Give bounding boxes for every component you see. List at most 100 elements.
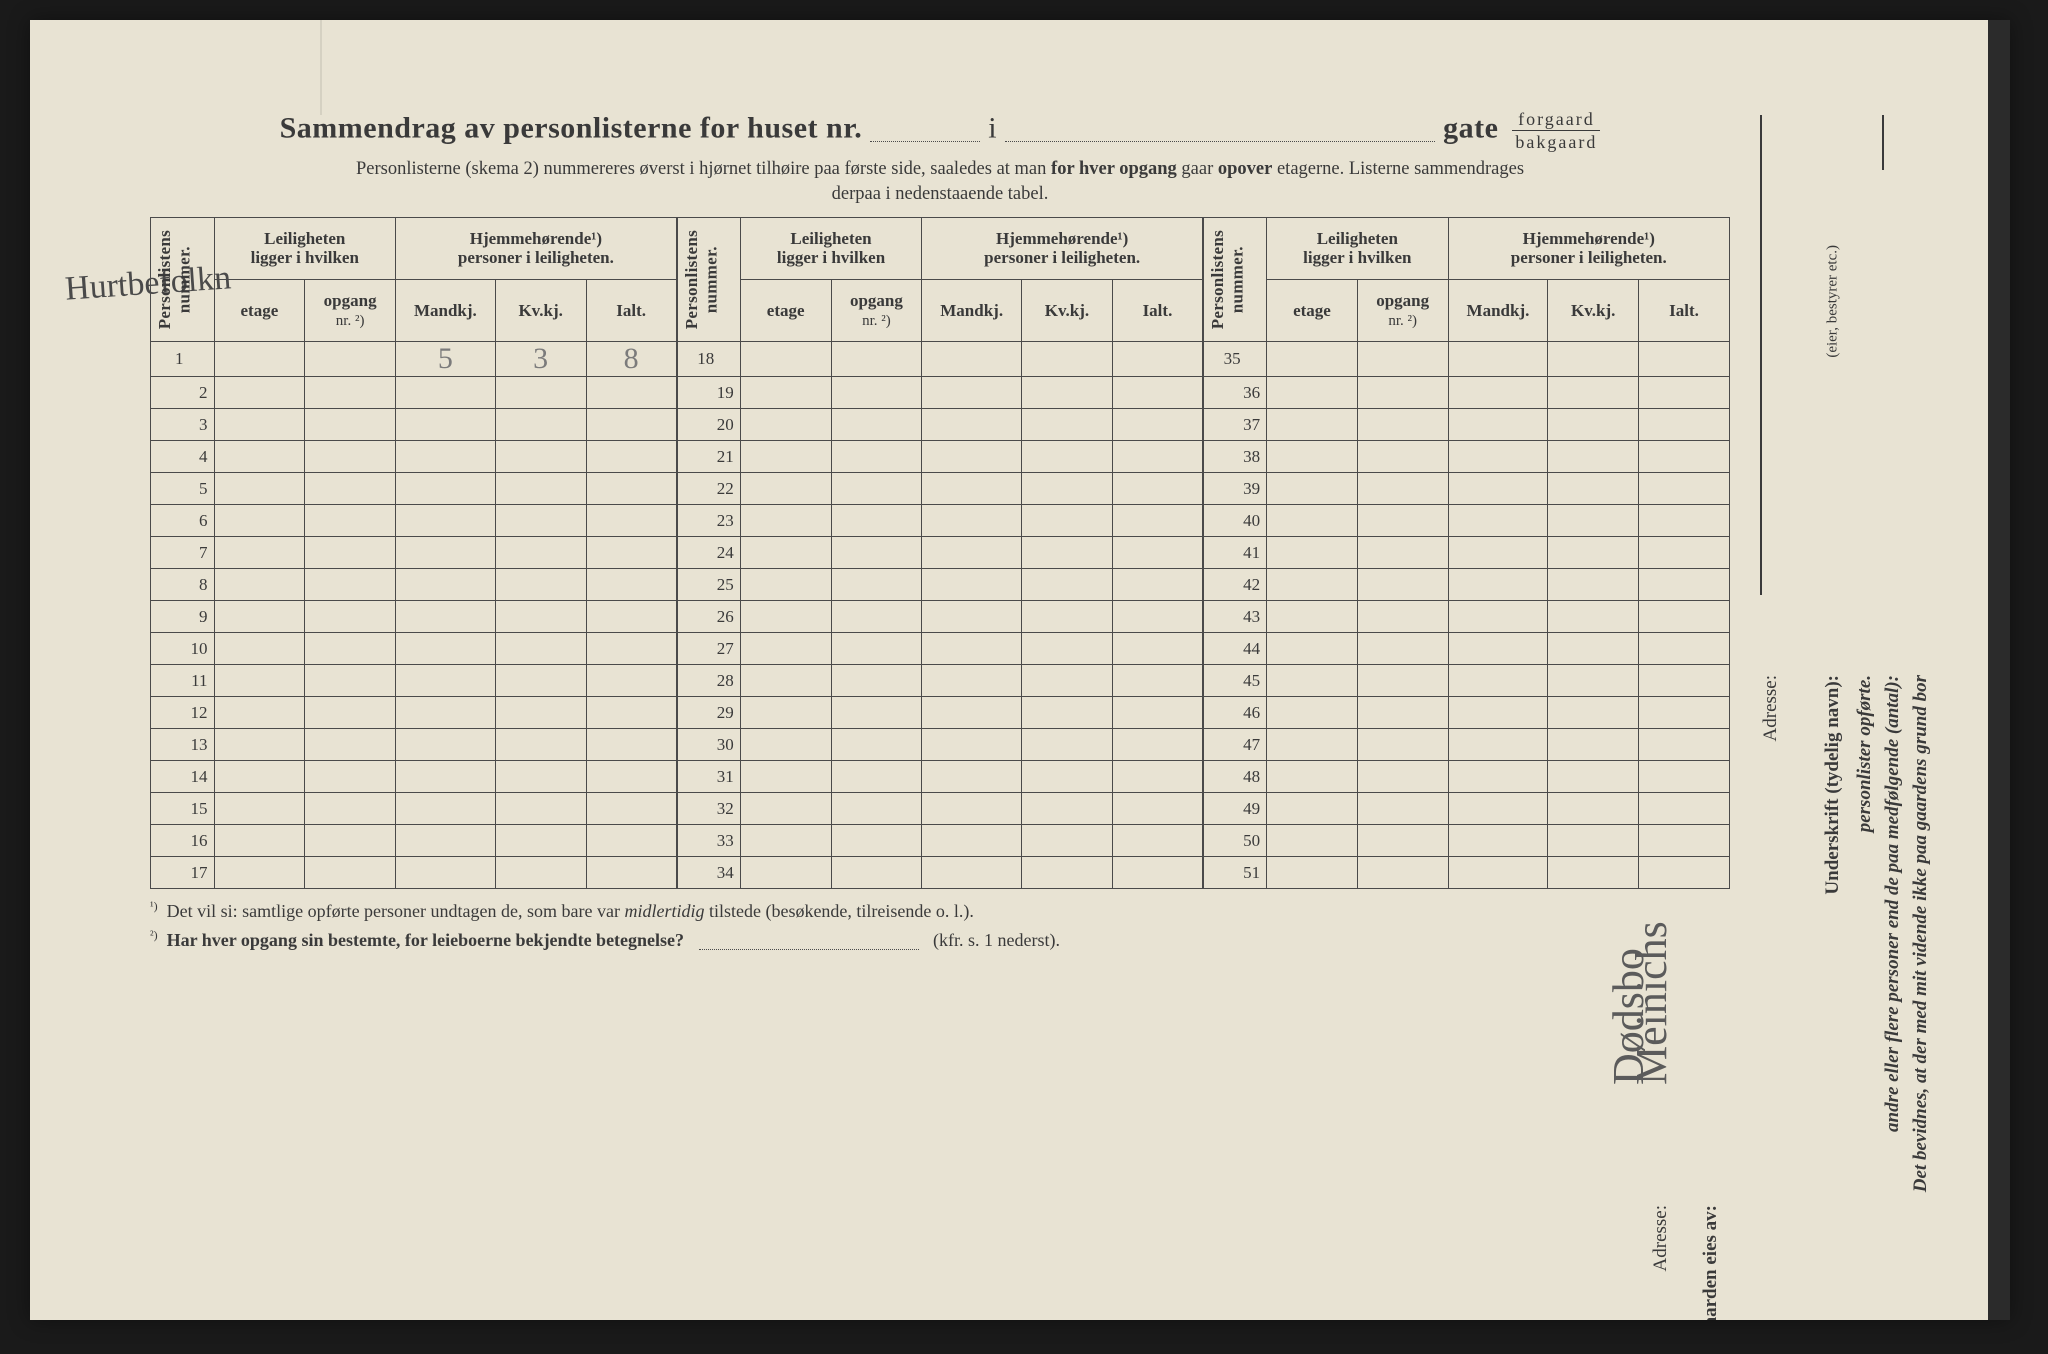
cell <box>586 857 677 889</box>
cell <box>1448 473 1548 505</box>
col-ialt: Ialt. <box>586 279 677 342</box>
gate-fraction: forgaard bakgaard <box>1512 110 1600 151</box>
cell <box>1112 537 1203 569</box>
subtitle-a: Personlisterne (skema 2) nummereres øver… <box>356 159 1051 179</box>
row-number: 27 <box>677 633 741 665</box>
cell <box>214 473 305 505</box>
cell <box>1548 377 1639 409</box>
cell <box>1357 441 1448 473</box>
cell <box>1448 825 1548 857</box>
cell <box>495 729 586 761</box>
subtitle-c: gaar <box>1181 159 1217 179</box>
cell <box>922 505 1022 537</box>
cell <box>740 825 831 857</box>
cell <box>740 473 831 505</box>
cell <box>922 825 1022 857</box>
cell <box>1112 409 1203 441</box>
title-gate: gate <box>1443 112 1498 145</box>
col-personlistens: Personlistensnummer. <box>682 224 721 335</box>
cell <box>922 793 1022 825</box>
cell <box>831 697 922 729</box>
cell <box>1267 793 1358 825</box>
cell <box>1022 342 1113 377</box>
subtitle-line2: derpaa i nedenstaaende tabel. <box>832 184 1049 204</box>
col-personlistens: Personlistensnummer. <box>1208 224 1247 335</box>
cell <box>586 601 677 633</box>
cell <box>1448 342 1548 377</box>
cell <box>1267 761 1358 793</box>
cell <box>586 473 677 505</box>
row-number: 33 <box>677 825 741 857</box>
cell <box>214 793 305 825</box>
table-row: 122946 <box>151 697 1730 729</box>
cell <box>831 537 922 569</box>
cell <box>922 409 1022 441</box>
table-row: 143148 <box>151 761 1730 793</box>
cell <box>1448 729 1548 761</box>
cell <box>1267 601 1358 633</box>
cell <box>1548 633 1639 665</box>
row-number: 22 <box>677 473 741 505</box>
row-number: 21 <box>677 441 741 473</box>
cell <box>586 793 677 825</box>
subtitle: Personlisterne (skema 2) nummereres øver… <box>150 157 1730 207</box>
row-number: 50 <box>1203 825 1267 857</box>
row-number: 7 <box>151 537 215 569</box>
row-number: 5 <box>151 473 215 505</box>
cell <box>831 569 922 601</box>
table-row: 133047 <box>151 729 1730 761</box>
cell <box>214 537 305 569</box>
row-number: 46 <box>1203 697 1267 729</box>
cell <box>1548 569 1639 601</box>
col-kvkj: Kv.kj. <box>1548 279 1639 342</box>
cell <box>1267 342 1358 377</box>
row-number: 15 <box>151 793 215 825</box>
cell <box>214 377 305 409</box>
col-opgang: opgangnr. ²) <box>305 279 396 342</box>
cell <box>1267 633 1358 665</box>
table-head: Personlistensnummer.Leilighetenligger i … <box>151 218 1730 342</box>
cell <box>395 409 495 441</box>
cell <box>831 441 922 473</box>
cell <box>1548 793 1639 825</box>
cell <box>1357 601 1448 633</box>
cell <box>1022 537 1113 569</box>
cell <box>1548 665 1639 697</box>
table-row: 102744 <box>151 633 1730 665</box>
cell <box>1548 505 1639 537</box>
row-number: 29 <box>677 697 741 729</box>
summary-table: Personlistensnummer.Leilighetenligger i … <box>150 217 1730 889</box>
cell <box>831 377 922 409</box>
cell <box>1357 665 1448 697</box>
cell <box>214 441 305 473</box>
cell <box>395 569 495 601</box>
row-number: 16 <box>151 825 215 857</box>
row-number: 2 <box>151 377 215 409</box>
cell <box>395 473 495 505</box>
blank-street <box>1005 109 1435 142</box>
cell <box>395 505 495 537</box>
cell <box>922 569 1022 601</box>
row-number: 24 <box>677 537 741 569</box>
table-row: 82542 <box>151 569 1730 601</box>
table-row: 42138 <box>151 441 1730 473</box>
table-row: 16 33 50 <box>151 825 1730 857</box>
cell <box>586 633 677 665</box>
gaarden-eies-label: Gaarden eies av: <box>1700 1205 1722 1320</box>
cell <box>1022 761 1113 793</box>
cell <box>740 537 831 569</box>
cell: 3 <box>495 342 586 377</box>
cell <box>305 601 396 633</box>
cell <box>831 729 922 761</box>
cell <box>740 441 831 473</box>
row-number: 14 <box>151 761 215 793</box>
cell <box>740 665 831 697</box>
cell <box>740 857 831 889</box>
row-number: 4 <box>151 441 215 473</box>
cell <box>922 342 1022 377</box>
table-row: 62340 <box>151 505 1730 537</box>
cell <box>1357 633 1448 665</box>
cell <box>586 505 677 537</box>
row-number: 25 <box>677 569 741 601</box>
cell <box>305 633 396 665</box>
